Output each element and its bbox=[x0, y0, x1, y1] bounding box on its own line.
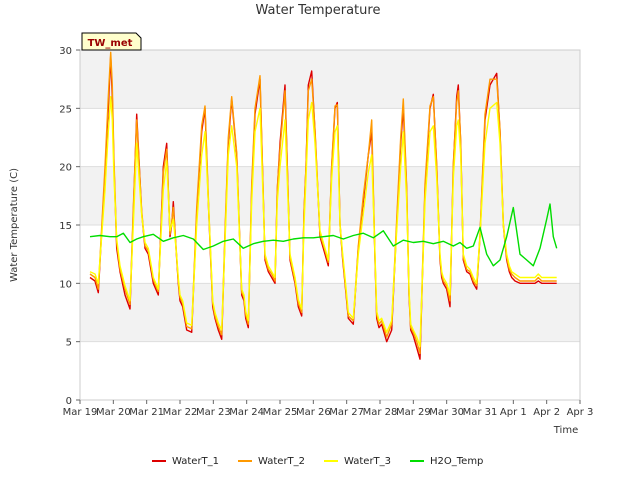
y-tick-label: 10 bbox=[59, 279, 72, 290]
x-tick-label: Mar 20 bbox=[96, 407, 131, 418]
y-tick-label: 25 bbox=[59, 104, 72, 115]
x-tick-label: Mar 30 bbox=[429, 407, 464, 418]
annotation-label: TW_met bbox=[88, 38, 133, 49]
legend-label: WaterT_1 bbox=[172, 456, 219, 467]
background-band bbox=[80, 283, 580, 342]
legend-label: WaterT_3 bbox=[344, 456, 391, 467]
x-tick-label: Mar 27 bbox=[329, 407, 364, 418]
y-tick-label: 5 bbox=[66, 338, 72, 349]
y-axis-ticks: 0 5 10 15 20 25 30 bbox=[59, 46, 80, 407]
y-tick-label: 20 bbox=[59, 163, 72, 174]
x-tick-label: Mar 25 bbox=[263, 407, 298, 418]
x-tick-label: Mar 29 bbox=[396, 407, 431, 418]
x-tick-label: Apr 1 bbox=[500, 407, 527, 418]
annotation-box bbox=[81, 32, 142, 51]
x-tick-label: Apr 3 bbox=[567, 407, 594, 418]
x-tick-label: Mar 24 bbox=[229, 407, 264, 418]
x-tick-label: Apr 2 bbox=[533, 407, 560, 418]
x-tick-label: Mar 31 bbox=[463, 407, 498, 418]
x-tick-label: Mar 19 bbox=[63, 407, 98, 418]
chart-title: Water Temperature bbox=[256, 3, 381, 18]
y-tick-label: 30 bbox=[59, 46, 72, 57]
background-band bbox=[80, 341, 580, 400]
tw-met-annotation: TW_met bbox=[81, 32, 142, 51]
y-tick-label: 0 bbox=[66, 396, 72, 407]
x-tick-label: Mar 23 bbox=[196, 407, 231, 418]
x-tick-label: Mar 21 bbox=[129, 407, 164, 418]
x-axis-title: Time bbox=[553, 425, 578, 436]
legend-label: H2O_Temp bbox=[430, 456, 483, 467]
legend-item: H2O_Temp bbox=[410, 456, 483, 467]
legend: WaterT_1 WaterT_2 WaterT_3 H2O_Temp bbox=[152, 456, 483, 467]
x-tick-label: Mar 26 bbox=[296, 407, 331, 418]
series-line-h2o-temp bbox=[89, 203, 558, 267]
x-tick-label: Mar 22 bbox=[163, 407, 198, 418]
x-tick-label: Mar 28 bbox=[363, 407, 398, 418]
series-line-watert-3 bbox=[89, 95, 557, 347]
legend-label: WaterT_2 bbox=[258, 456, 305, 467]
legend-item: WaterT_3 bbox=[324, 456, 391, 467]
background-band bbox=[80, 50, 580, 109]
legend-item: WaterT_1 bbox=[152, 456, 219, 467]
y-axis-title: Water Temperature (C) bbox=[9, 168, 20, 282]
legend-item: WaterT_2 bbox=[238, 456, 305, 467]
background-band bbox=[80, 108, 580, 167]
y-tick-label: 15 bbox=[59, 221, 72, 232]
series-layer bbox=[89, 51, 558, 360]
